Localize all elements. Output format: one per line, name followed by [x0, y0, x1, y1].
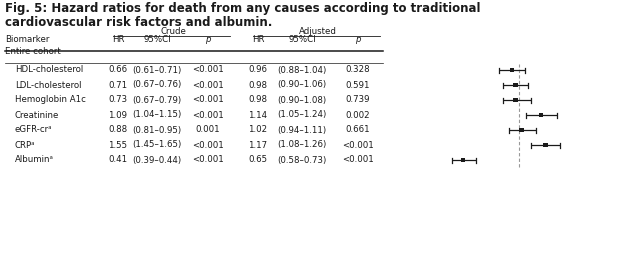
Bar — [513, 83, 518, 87]
Text: Crude: Crude — [160, 27, 186, 36]
Text: (0.39–0.44): (0.39–0.44) — [133, 155, 182, 165]
Text: 0.98: 0.98 — [249, 80, 267, 90]
Text: <0.001: <0.001 — [192, 66, 224, 74]
Text: Biomarker: Biomarker — [5, 35, 50, 44]
Text: (0.61–0.71): (0.61–0.71) — [133, 66, 182, 74]
Text: Creatinine: Creatinine — [15, 111, 59, 120]
Text: 1.02: 1.02 — [249, 125, 267, 134]
Text: (0.58–0.73): (0.58–0.73) — [278, 155, 327, 165]
Bar — [520, 128, 524, 132]
Text: Albuminᵃ: Albuminᵃ — [15, 155, 54, 165]
Text: HR: HR — [112, 35, 124, 44]
Text: (1.04–1.15): (1.04–1.15) — [133, 111, 182, 120]
Text: 1.09: 1.09 — [108, 111, 128, 120]
Text: 0.96: 0.96 — [249, 66, 267, 74]
Text: 1.14: 1.14 — [249, 111, 267, 120]
Text: 0.66: 0.66 — [108, 66, 128, 74]
Text: 0.73: 0.73 — [108, 95, 128, 104]
Text: 1.17: 1.17 — [249, 141, 267, 150]
Text: LDL-cholesterol: LDL-cholesterol — [15, 80, 82, 90]
Text: <0.001: <0.001 — [342, 155, 374, 165]
Text: 0.65: 0.65 — [249, 155, 267, 165]
Text: Fig. 5: Hazard ratios for death from any causes according to traditional: Fig. 5: Hazard ratios for death from any… — [5, 2, 480, 15]
Text: 0.41: 0.41 — [108, 155, 128, 165]
Text: p: p — [355, 35, 361, 44]
Text: <0.001: <0.001 — [192, 111, 224, 120]
Bar — [460, 158, 465, 162]
Text: 0.71: 0.71 — [108, 80, 128, 90]
Bar — [510, 68, 515, 72]
Text: (0.90–1.08): (0.90–1.08) — [278, 95, 327, 104]
Text: Adjusted: Adjusted — [299, 27, 337, 36]
Text: p: p — [205, 35, 211, 44]
Text: (1.08–1.26): (1.08–1.26) — [278, 141, 327, 150]
Text: <0.001: <0.001 — [192, 155, 224, 165]
Text: 95%CI: 95%CI — [143, 35, 171, 44]
Text: 95%CI: 95%CI — [288, 35, 316, 44]
Text: (1.45–1.65): (1.45–1.65) — [133, 141, 182, 150]
Text: (1.05–1.24): (1.05–1.24) — [278, 111, 327, 120]
Text: <0.001: <0.001 — [342, 141, 374, 150]
Text: eGFR-crᵃ: eGFR-crᵃ — [15, 125, 53, 134]
Text: 0.88: 0.88 — [108, 125, 128, 134]
Text: 1.55: 1.55 — [108, 141, 128, 150]
Text: (0.67–0.79): (0.67–0.79) — [133, 95, 182, 104]
Text: Entire cohort: Entire cohort — [5, 47, 61, 56]
Text: <0.001: <0.001 — [192, 141, 224, 150]
Text: 0.591: 0.591 — [346, 80, 370, 90]
Text: 0.001: 0.001 — [196, 125, 220, 134]
Bar — [544, 143, 548, 147]
Text: HR: HR — [252, 35, 264, 44]
Text: (0.67–0.76): (0.67–0.76) — [133, 80, 182, 90]
Text: (0.88–1.04): (0.88–1.04) — [278, 66, 327, 74]
Text: 0.002: 0.002 — [346, 111, 370, 120]
Bar — [513, 98, 518, 102]
Text: 0.739: 0.739 — [346, 95, 370, 104]
Text: (0.81–0.95): (0.81–0.95) — [133, 125, 182, 134]
Text: (0.90–1.06): (0.90–1.06) — [278, 80, 327, 90]
Text: <0.001: <0.001 — [192, 95, 224, 104]
Text: <0.001: <0.001 — [192, 80, 224, 90]
Text: cardiovascular risk factors and albumin.: cardiovascular risk factors and albumin. — [5, 16, 272, 29]
Bar — [538, 113, 543, 117]
Text: HDL-cholesterol: HDL-cholesterol — [15, 66, 83, 74]
Text: Hemoglobin A1c: Hemoglobin A1c — [15, 95, 86, 104]
Text: (0.94–1.11): (0.94–1.11) — [278, 125, 327, 134]
Text: CRPᵃ: CRPᵃ — [15, 141, 35, 150]
Text: 0.328: 0.328 — [346, 66, 370, 74]
Text: 0.98: 0.98 — [249, 95, 267, 104]
Text: 0.661: 0.661 — [346, 125, 370, 134]
